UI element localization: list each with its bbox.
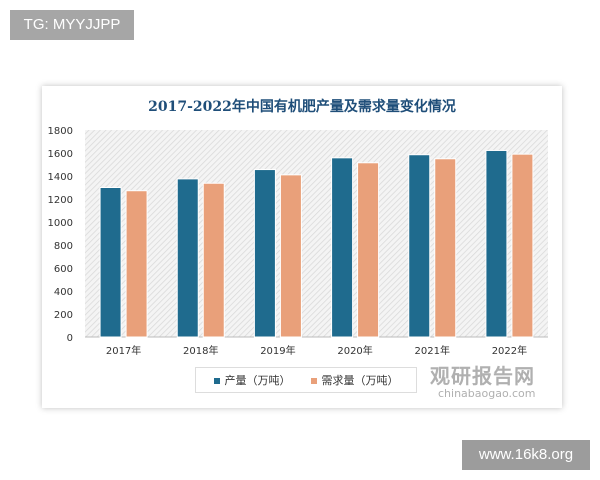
y-tick-label: 1000 [48,218,73,229]
bar-production [176,178,199,338]
legend-item-demand: 需求量（万吨） [310,372,399,388]
y-tick-label: 1400 [48,172,73,183]
legend-label-production: 产量（万吨） [224,374,291,387]
bar-demand [434,158,457,338]
legend-item-production: 产量（万吨） [213,372,291,388]
y-tick-label: 0 [67,333,73,344]
y-tick-label: 1200 [48,195,73,206]
x-tick-label: 2020年 [337,344,372,357]
watermark-en: chinabaogao.com [438,387,536,400]
bar-demand [125,190,148,338]
y-tick-label: 1600 [48,149,73,160]
bar-production [485,149,508,338]
bar-demand [357,162,380,338]
x-tick-label: 2018年 [183,344,218,357]
chart-card: 2017-2022年中国有机肥产量及需求量变化情况 0 200 400 600 800 1… [42,86,562,408]
legend-label-demand: 需求量（万吨） [321,374,399,387]
legend-swatch-production [213,378,220,384]
x-tick-label: 2022年 [492,344,527,357]
tg-watermark-tag: TG: MYYJJPP [10,10,134,40]
bar-chart: 0 200 400 600 800 1000 1200 1400 1600 1800 2017年 20… [48,126,548,357]
x-tick-label: 2021年 [415,344,450,357]
chinabaogao-watermark: 观研报告网 chinabaogao.com [430,365,536,401]
x-tick-label: 2019年 [260,344,295,357]
bar-production [253,169,276,338]
bar-demand [202,182,225,338]
bar-demand [511,153,534,338]
y-tick-label: 1800 [48,126,73,137]
watermark-cn: 观研报告网 [430,364,535,388]
bar-production [331,157,354,338]
y-tick-label: 600 [54,264,73,275]
site-watermark-tag: www.16k8.org [462,440,590,470]
bar-demand [279,174,302,338]
bar-production [408,154,431,338]
y-tick-label: 400 [54,287,73,298]
chart-legend: 产量（万吨） 需求量（万吨） [195,367,417,393]
chart-title: 2017-2022年中国有机肥产量及需求量变化情况 [148,99,456,115]
y-tick-label: 800 [54,241,73,252]
x-tick-label: 2017年 [106,344,141,357]
y-tick-label: 200 [54,310,73,321]
legend-swatch-demand [310,378,317,384]
plot-area [85,130,548,337]
bar-production [99,187,122,338]
